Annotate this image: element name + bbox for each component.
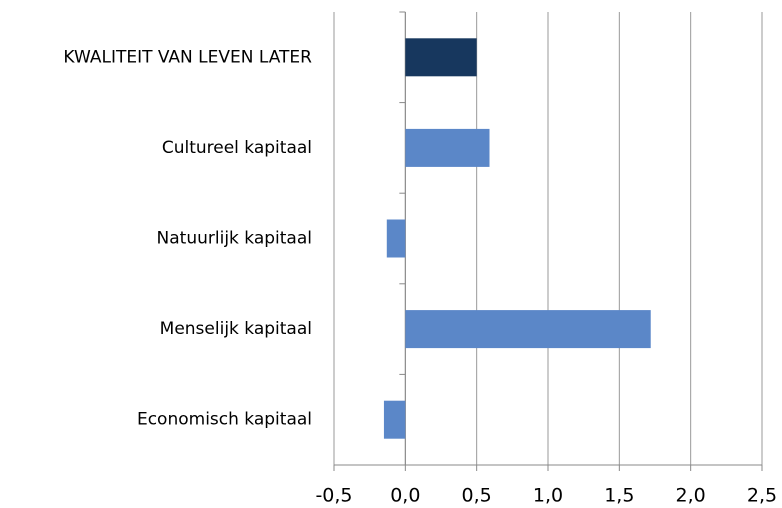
x-tick-label: 2,0 (676, 485, 706, 507)
bar (386, 219, 406, 258)
category-label: Menselijk kapitaal (160, 319, 312, 339)
category-label: Natuurlijk kapitaal (157, 229, 312, 249)
x-tick-label: 0,5 (462, 485, 492, 507)
category-label: Cultureel kapitaal (162, 138, 312, 158)
x-tick-label: -0,5 (315, 485, 352, 507)
x-tick-label: 0,0 (390, 485, 420, 507)
bar (405, 38, 477, 77)
bar (405, 310, 651, 349)
x-tick-label: 1,0 (533, 485, 563, 507)
bar (383, 400, 406, 439)
x-tick-label: 1,5 (604, 485, 634, 507)
bar (405, 128, 490, 167)
category-label: KWALITEIT VAN LEVEN LATER (63, 47, 312, 67)
category-label: Economisch kapitaal (137, 410, 312, 430)
x-tick-label: 2,5 (747, 485, 777, 507)
